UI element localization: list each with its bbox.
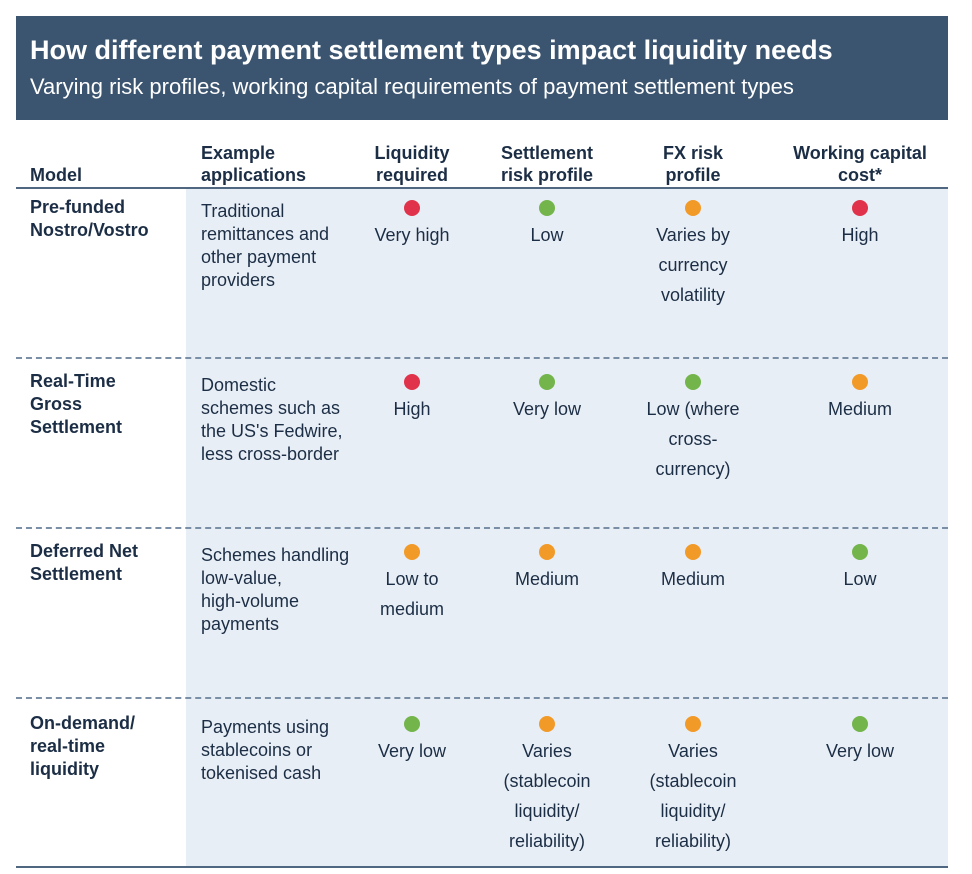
rating-dot-orange [404, 544, 420, 560]
column-header-settlement: Settlement risk profile [500, 143, 594, 185]
rating-label: Very low [825, 741, 895, 761]
rating-label: Low [843, 569, 877, 589]
rating-dot-red [404, 200, 420, 216]
header-divider [16, 187, 948, 189]
rating-dot-red [852, 200, 868, 216]
rating-label: Medium [514, 569, 580, 589]
rating-dot-green [685, 374, 701, 390]
rating-dot-green [539, 374, 555, 390]
rating-label: Low to medium [379, 569, 445, 619]
rating-dot-orange [685, 200, 701, 216]
row-model-name: On-demand/ real-time liquidity [30, 713, 136, 779]
rating-cell-liquidity: High [352, 374, 472, 424]
rating-label: High [841, 225, 879, 245]
rating-label: Very low [512, 399, 582, 419]
column-header-liquidity: Liquidity required [374, 143, 450, 185]
row-divider [16, 357, 948, 359]
rating-dot-green [539, 200, 555, 216]
column-header-fx: FX risk profile [662, 143, 724, 185]
column-header-example: Example applications [201, 143, 307, 185]
rating-dot-orange [852, 374, 868, 390]
title-banner: How different payment settlement types i… [16, 16, 948, 120]
rating-label: High [393, 399, 431, 419]
page-title: How different payment settlement types i… [30, 35, 833, 65]
rating-cell-settlement: Low [477, 200, 617, 250]
rating-label: Low (where cross- currency) [646, 399, 740, 479]
rating-cell-wc: High [770, 200, 950, 250]
row-divider [16, 527, 948, 529]
rating-cell-wc: Very low [770, 716, 950, 766]
rating-cell-settlement: Very low [477, 374, 617, 424]
rating-dot-orange [539, 544, 555, 560]
rating-label: Varies (stablecoin liquidity/ reliabilit… [649, 741, 737, 851]
rating-cell-wc: Medium [770, 374, 950, 424]
table-bottom-rule [16, 866, 948, 868]
rating-cell-fx: Varies by currency volatility [623, 200, 763, 310]
row-model-name: Real-Time Gross Settlement [30, 371, 123, 437]
rating-cell-settlement: Medium [477, 544, 617, 594]
row-example-applications: Domestic schemes such as the US's Fedwir… [201, 375, 343, 464]
rating-label: Low [530, 225, 564, 245]
row-example-applications: Traditional remittances and other paymen… [201, 201, 330, 290]
row-model-name: Deferred Net Settlement [30, 541, 139, 584]
column-header-working-capital: Working capital cost* [793, 143, 927, 185]
rating-cell-liquidity: Low to medium [352, 544, 472, 624]
rating-dot-green [404, 716, 420, 732]
rating-cell-fx: Varies (stablecoin liquidity/ reliabilit… [623, 716, 763, 856]
row-model-name: Pre-funded Nostro/Vostro [30, 197, 149, 240]
rating-cell-fx: Medium [623, 544, 763, 594]
page-subtitle: Varying risk profiles, working capital r… [30, 74, 794, 99]
rating-cell-fx: Low (where cross- currency) [623, 374, 763, 484]
row-example-applications: Payments using stablecoins or tokenised … [201, 717, 330, 783]
row-example-applications: Schemes handling low-value, high-volume … [201, 545, 350, 634]
rating-label: Very high [374, 225, 450, 245]
rating-dot-orange [685, 716, 701, 732]
row-divider [16, 697, 948, 699]
rating-dot-red [404, 374, 420, 390]
rating-label: Medium [660, 569, 726, 589]
rating-dot-green [852, 716, 868, 732]
rating-label: Very low [377, 741, 447, 761]
rating-dot-green [852, 544, 868, 560]
rating-dot-orange [685, 544, 701, 560]
rating-cell-wc: Low [770, 544, 950, 594]
column-header-model: Model [30, 165, 82, 185]
rating-cell-liquidity: Very low [352, 716, 472, 766]
rating-cell-settlement: Varies (stablecoin liquidity/ reliabilit… [477, 716, 617, 856]
rating-label: Medium [827, 399, 893, 419]
rating-label: Varies (stablecoin liquidity/ reliabilit… [503, 741, 591, 851]
rating-dot-orange [539, 716, 555, 732]
rating-label: Varies by currency volatility [656, 225, 730, 305]
rating-cell-liquidity: Very high [352, 200, 472, 250]
